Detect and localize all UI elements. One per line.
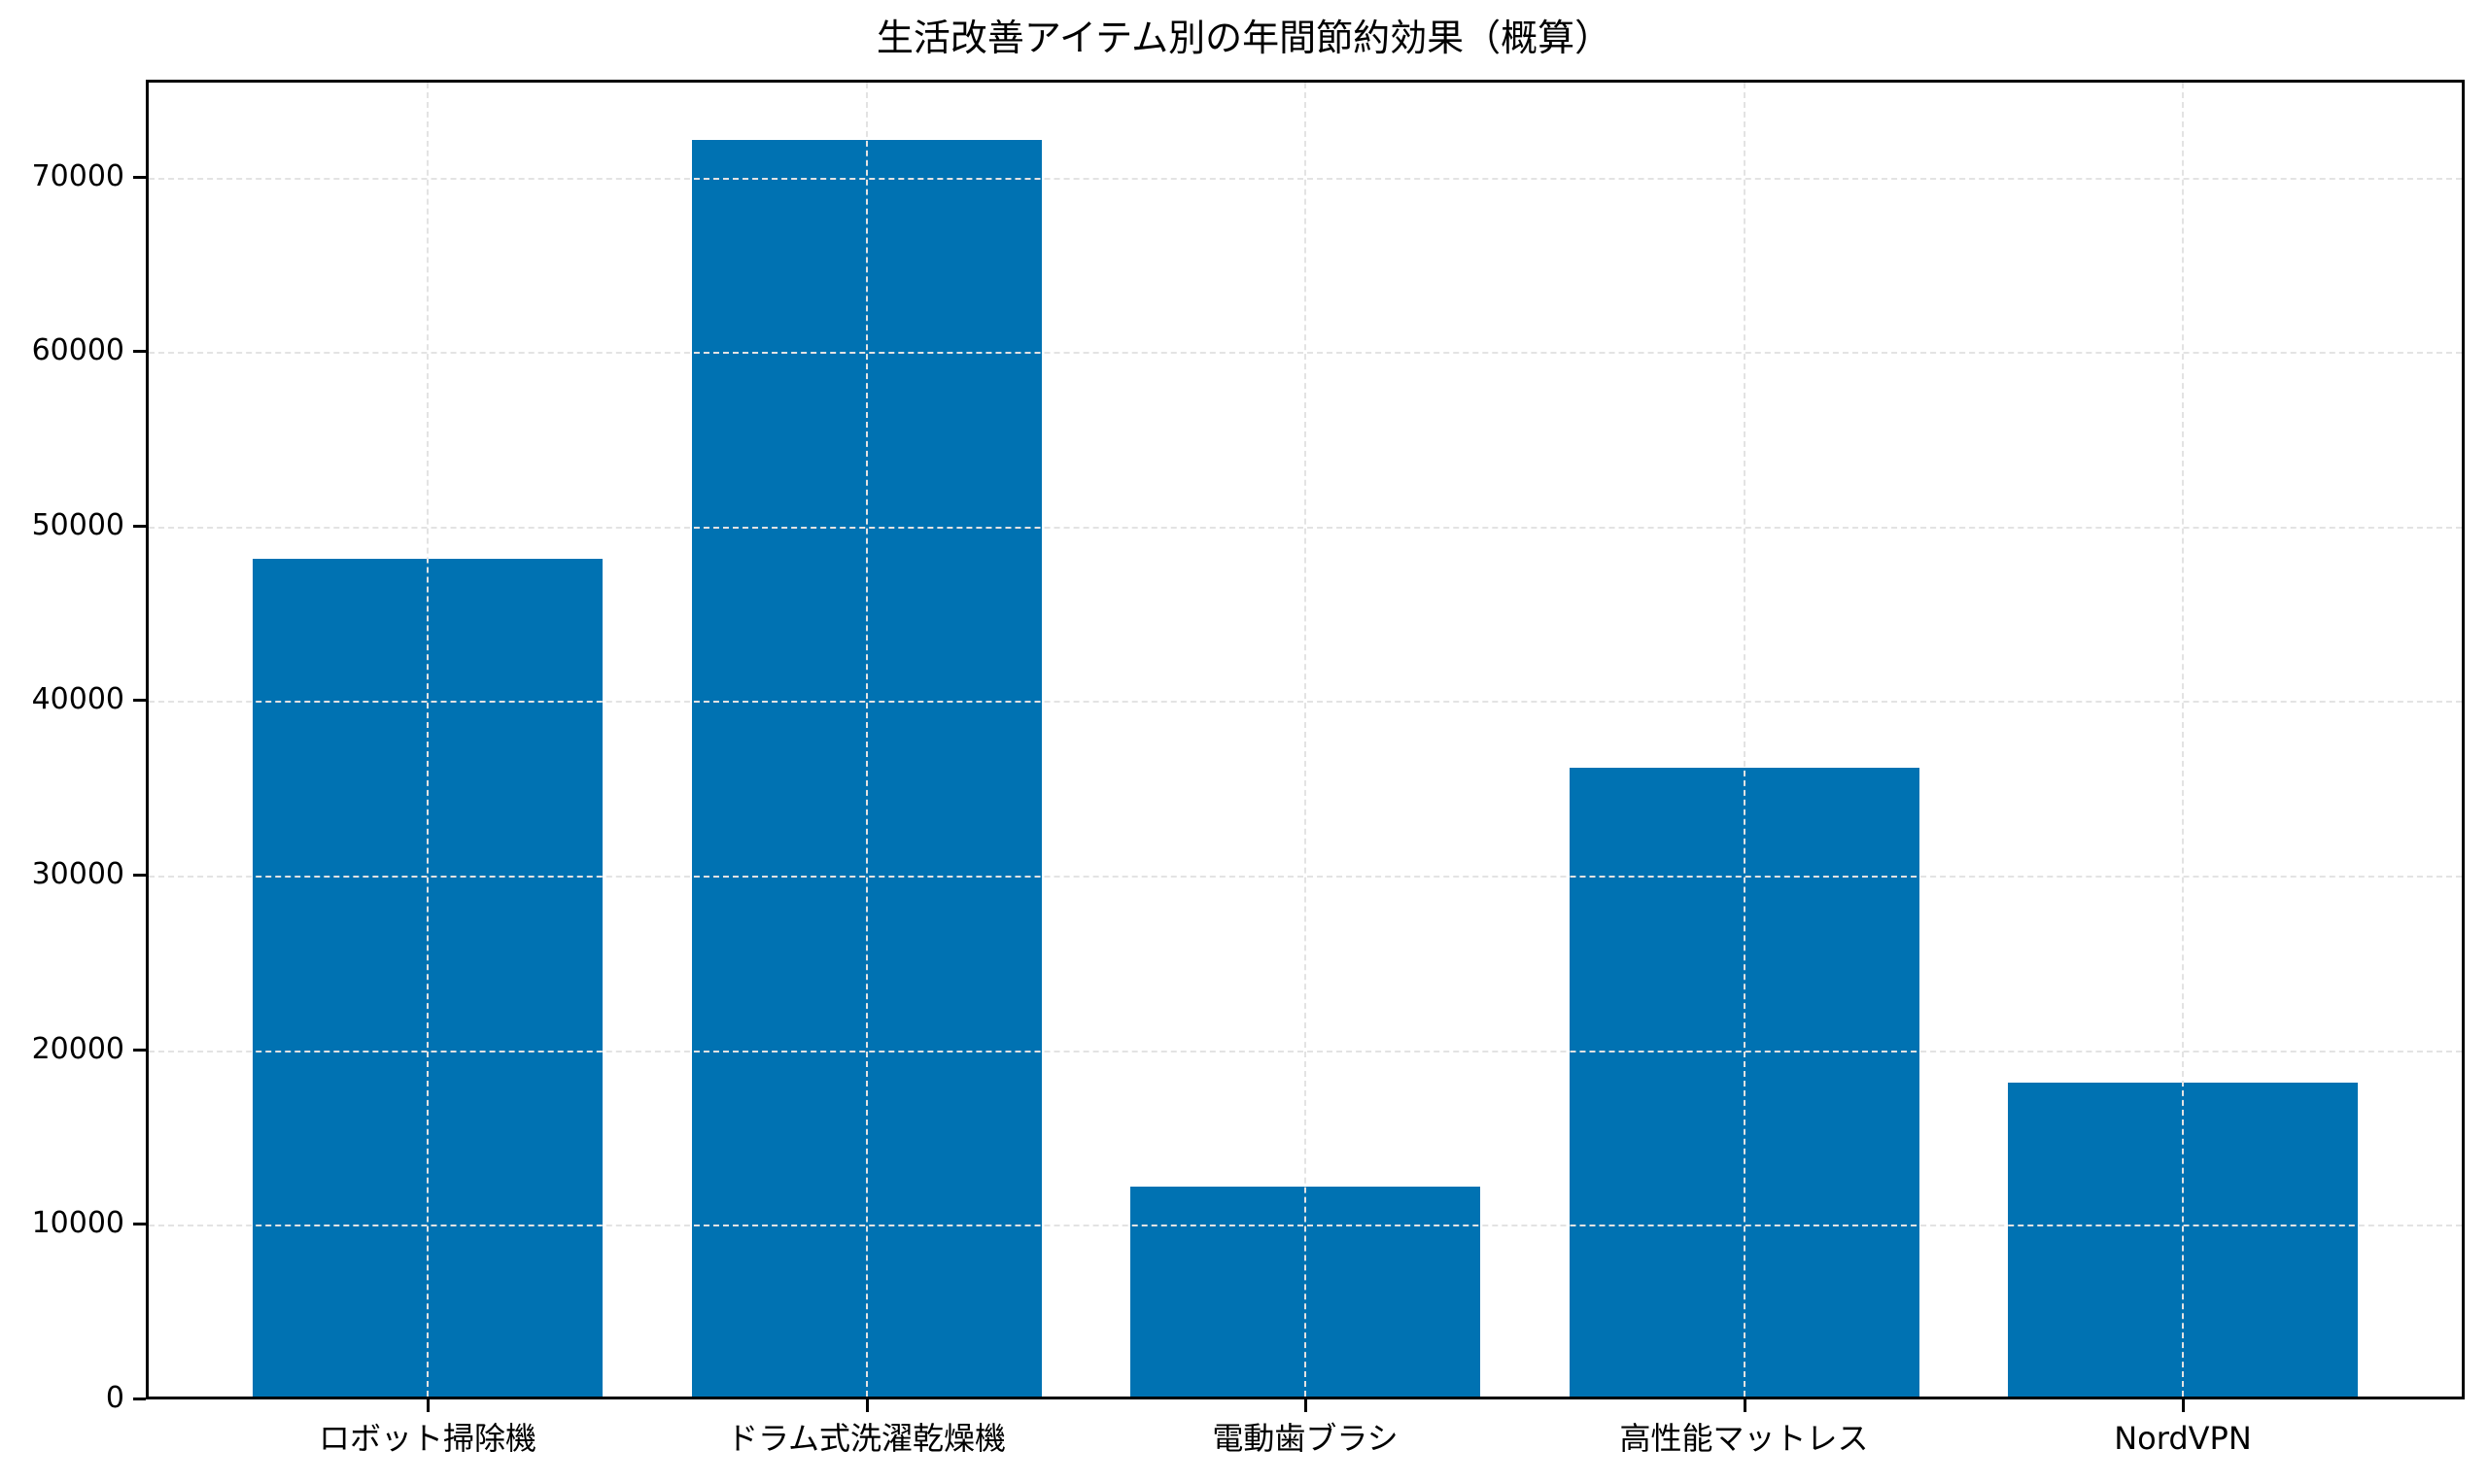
y-tick xyxy=(133,1398,146,1400)
y-tick xyxy=(133,699,146,703)
y-tick xyxy=(133,350,146,354)
y-tick xyxy=(133,1048,146,1052)
x-tick xyxy=(865,1399,869,1412)
y-tick xyxy=(133,175,146,179)
x-tick xyxy=(2182,1399,2185,1412)
v-gridline xyxy=(427,83,429,1397)
x-tick-label: ロボット掃除機 xyxy=(318,1420,536,1457)
x-tick xyxy=(1743,1399,1746,1412)
y-tick-label: 0 xyxy=(105,1381,124,1415)
y-tick-label: 10000 xyxy=(31,1206,124,1241)
x-tick xyxy=(1304,1399,1307,1412)
y-tick-label: 60000 xyxy=(31,333,124,368)
y-tick-label: 30000 xyxy=(31,857,124,892)
x-tick-label: 電動歯ブラシ xyxy=(1212,1420,1399,1457)
y-tick xyxy=(133,874,146,878)
x-tick-label: NordVPN xyxy=(2114,1420,2252,1457)
y-tick-label: 40000 xyxy=(31,682,124,717)
v-gridline xyxy=(1304,83,1306,1397)
x-tick xyxy=(427,1399,430,1412)
v-gridline xyxy=(1743,83,1745,1397)
y-tick xyxy=(133,1223,146,1226)
chart-title: 生活改善アイテム別の年間節約効果（概算） xyxy=(876,17,1612,59)
x-tick-label: ドラム式洗濯乾燥機 xyxy=(726,1420,1007,1457)
plot-area xyxy=(146,80,2465,1399)
y-tick-label: 50000 xyxy=(31,507,124,542)
x-tick-label: 高性能マットレス xyxy=(1619,1420,1869,1457)
y-tick xyxy=(133,524,146,528)
y-tick-label: 70000 xyxy=(31,158,124,193)
v-gridline xyxy=(2182,83,2184,1397)
y-tick-label: 20000 xyxy=(31,1031,124,1066)
v-gridline xyxy=(865,83,868,1397)
